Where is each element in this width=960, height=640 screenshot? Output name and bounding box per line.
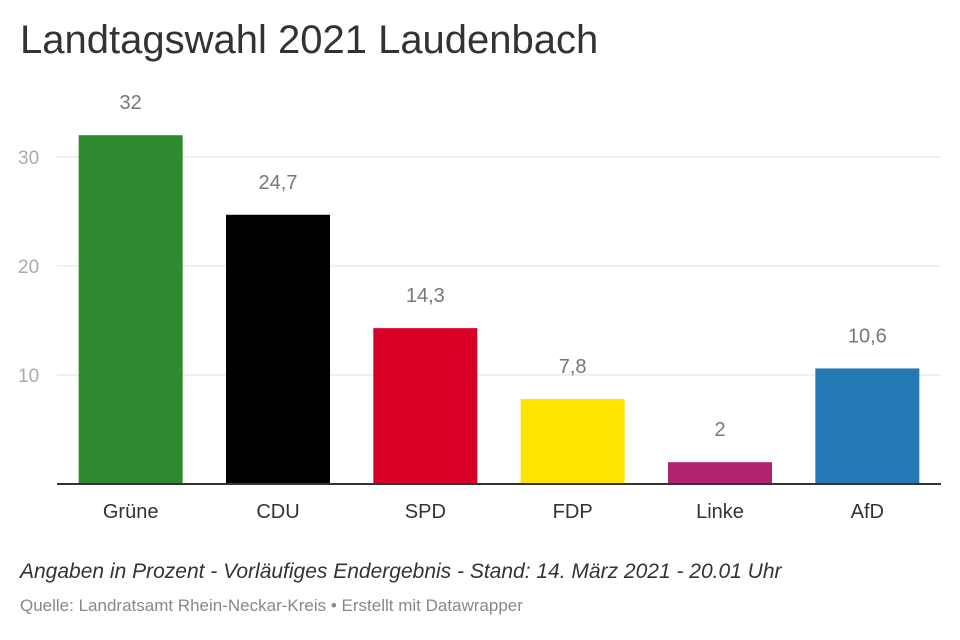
y-tick-label: 20 bbox=[18, 257, 39, 278]
value-labels: 32 24,7 14,3 7,8 2 10,6 bbox=[120, 92, 887, 441]
data-label: 24,7 bbox=[259, 172, 298, 194]
data-label: 7,8 bbox=[559, 356, 587, 378]
x-tick-label: AfD bbox=[851, 501, 884, 523]
y-tick-label: 10 bbox=[18, 366, 39, 387]
bar bbox=[373, 328, 478, 484]
bar bbox=[78, 135, 183, 484]
bar bbox=[520, 398, 625, 484]
x-tick-label: SPD bbox=[405, 501, 446, 523]
bar bbox=[226, 214, 330, 484]
data-label: 14,3 bbox=[406, 285, 445, 307]
bars bbox=[78, 135, 920, 484]
chart-source: Quelle: Landratsamt Rhein-Neckar-Kreis •… bbox=[20, 596, 523, 615]
x-tick-label: CDU bbox=[256, 501, 299, 523]
bar bbox=[668, 462, 772, 484]
data-label: 32 bbox=[120, 92, 142, 114]
data-label: 2 bbox=[714, 419, 725, 441]
bar bbox=[815, 368, 920, 484]
chart-footnote: Angaben in Prozent - Vorläufiges Enderge… bbox=[20, 560, 782, 583]
x-tick-label: Grüne bbox=[103, 501, 159, 523]
bar-chart: 10 20 30 32 24,7 14,3 7,8 2 10,6 Grüne CDU SPD FDP… bbox=[18, 92, 941, 523]
x-axis: Grüne CDU SPD FDP Linke AfD bbox=[57, 483, 941, 523]
data-label: 10,6 bbox=[848, 325, 887, 347]
x-tick-label: FDP bbox=[553, 501, 593, 523]
y-tick-label: 30 bbox=[18, 148, 39, 169]
chart-title: Landtagswahl 2021 Laudenbach bbox=[20, 18, 599, 62]
gridlines: 10 20 30 bbox=[18, 148, 941, 387]
x-tick-label: Linke bbox=[696, 501, 744, 523]
